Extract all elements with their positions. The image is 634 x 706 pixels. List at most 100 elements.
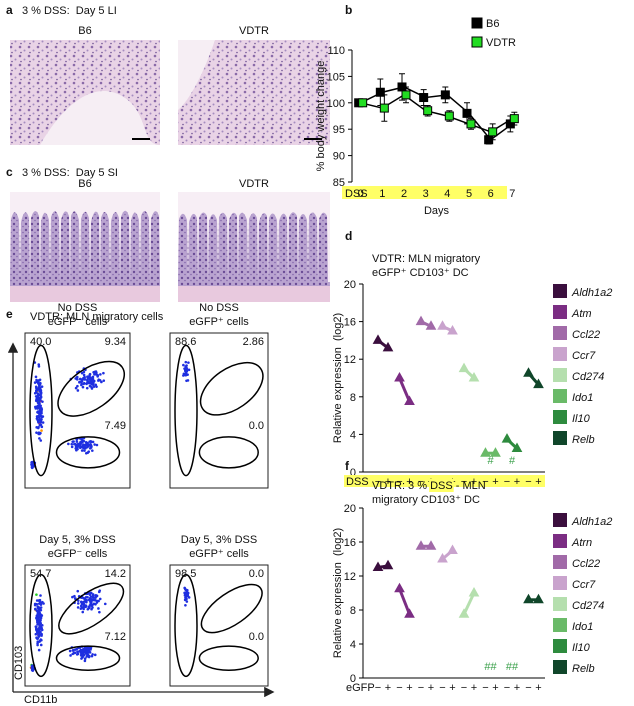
chart-title: VDTR: 3 % xyxy=(372,480,430,492)
event-dot xyxy=(76,599,80,602)
event-dot xyxy=(76,384,79,388)
event-dot xyxy=(35,397,39,400)
x-tick-label: 1 xyxy=(379,188,385,200)
event-dot xyxy=(91,375,95,379)
event-dot xyxy=(98,378,102,382)
event-dot xyxy=(76,447,79,451)
y-axis-label: % body weight change xyxy=(315,61,327,172)
legend-label: VDTR xyxy=(486,37,516,49)
legend-swatch xyxy=(553,389,567,403)
event-dot xyxy=(37,614,41,618)
event-dot xyxy=(80,383,83,387)
event-dot xyxy=(37,648,41,652)
event-dot xyxy=(39,606,43,609)
x-tick-label: + xyxy=(514,682,520,694)
legend-label: Ccl22 xyxy=(572,558,600,570)
event-dot xyxy=(185,588,189,592)
event-dot xyxy=(35,617,38,620)
event-dot xyxy=(78,381,81,384)
x-tick-label: 5 xyxy=(466,188,472,200)
event-dot xyxy=(69,654,72,657)
legend-swatch xyxy=(553,305,567,319)
event-dot xyxy=(89,380,93,384)
axis-label: CD11b xyxy=(24,694,57,706)
event-dot xyxy=(40,408,44,412)
event-dot xyxy=(93,598,97,602)
event-dot xyxy=(187,596,191,599)
event-dot xyxy=(95,443,99,447)
event-dot xyxy=(86,451,89,455)
data-point xyxy=(466,119,476,129)
data-point xyxy=(358,98,368,108)
legend-swatch xyxy=(553,347,567,361)
event-dot xyxy=(82,439,86,443)
event-dot xyxy=(39,643,43,647)
event-dot xyxy=(78,649,82,653)
panel-label: e xyxy=(6,307,13,321)
event-dot xyxy=(85,386,89,390)
event-dot xyxy=(83,597,87,601)
event-dot xyxy=(187,361,190,364)
event-dot xyxy=(88,378,92,381)
event-dot xyxy=(34,632,38,636)
event-dot xyxy=(79,604,83,608)
y-tick-label: 90 xyxy=(333,151,345,163)
event-dot xyxy=(98,597,102,601)
y-tick-label: 12 xyxy=(344,571,356,583)
image-label: B6 xyxy=(78,178,91,190)
data-point xyxy=(394,371,405,382)
event-dot xyxy=(40,628,44,632)
event-dot xyxy=(33,602,37,606)
event-dot xyxy=(36,418,40,422)
event-dot xyxy=(39,594,42,597)
event-dot xyxy=(80,381,83,385)
chart-title: migratory CD103⁺ DC xyxy=(372,494,480,506)
significance: # xyxy=(487,455,494,467)
event-dot xyxy=(37,432,40,436)
event-dot xyxy=(35,627,38,630)
image-label: B6 xyxy=(78,25,91,37)
event-dot xyxy=(91,440,95,444)
event-dot xyxy=(90,383,94,386)
plot-title: eGFP⁺ cells xyxy=(189,316,249,328)
event-dot xyxy=(81,652,85,656)
chart-title: eGFP⁺ CD103⁺ DC xyxy=(372,267,469,279)
event-dot xyxy=(36,394,40,398)
legend-swatch xyxy=(553,660,567,674)
data-point xyxy=(458,608,470,618)
legend-swatch xyxy=(553,326,567,340)
event-dot xyxy=(33,405,37,409)
x-tick-label: + xyxy=(471,682,477,694)
event-dot xyxy=(38,406,41,409)
gate xyxy=(199,361,264,416)
event-dot xyxy=(78,377,82,381)
x-tick-label: 3 xyxy=(423,188,429,200)
legend-label: Ido1 xyxy=(572,392,593,404)
lumen xyxy=(178,40,215,110)
data-point xyxy=(440,90,450,100)
event-dot xyxy=(74,386,78,390)
event-dot xyxy=(72,440,75,443)
gate xyxy=(29,344,53,477)
event-dot xyxy=(40,614,44,617)
data-point xyxy=(444,111,454,121)
x-tick-label: + xyxy=(471,476,477,488)
event-dot xyxy=(34,375,38,379)
pair-line xyxy=(462,592,476,615)
image-label: VDTR xyxy=(239,178,269,190)
data-point xyxy=(523,593,534,604)
data-point xyxy=(458,362,470,373)
event-dot xyxy=(86,375,89,379)
event-dot xyxy=(84,646,87,650)
x-tick-label: + xyxy=(535,682,541,694)
event-dot xyxy=(76,652,80,656)
data-point xyxy=(447,544,458,554)
event-dot xyxy=(70,442,74,446)
event-dot xyxy=(76,602,80,605)
event-dot xyxy=(76,650,79,654)
legend-label: Relb xyxy=(572,663,595,675)
gate xyxy=(200,583,263,634)
y-tick-label: 4 xyxy=(350,429,356,441)
panel-title: 3 % DSS: Day 5 LI xyxy=(22,5,117,17)
event-dot xyxy=(98,610,101,614)
